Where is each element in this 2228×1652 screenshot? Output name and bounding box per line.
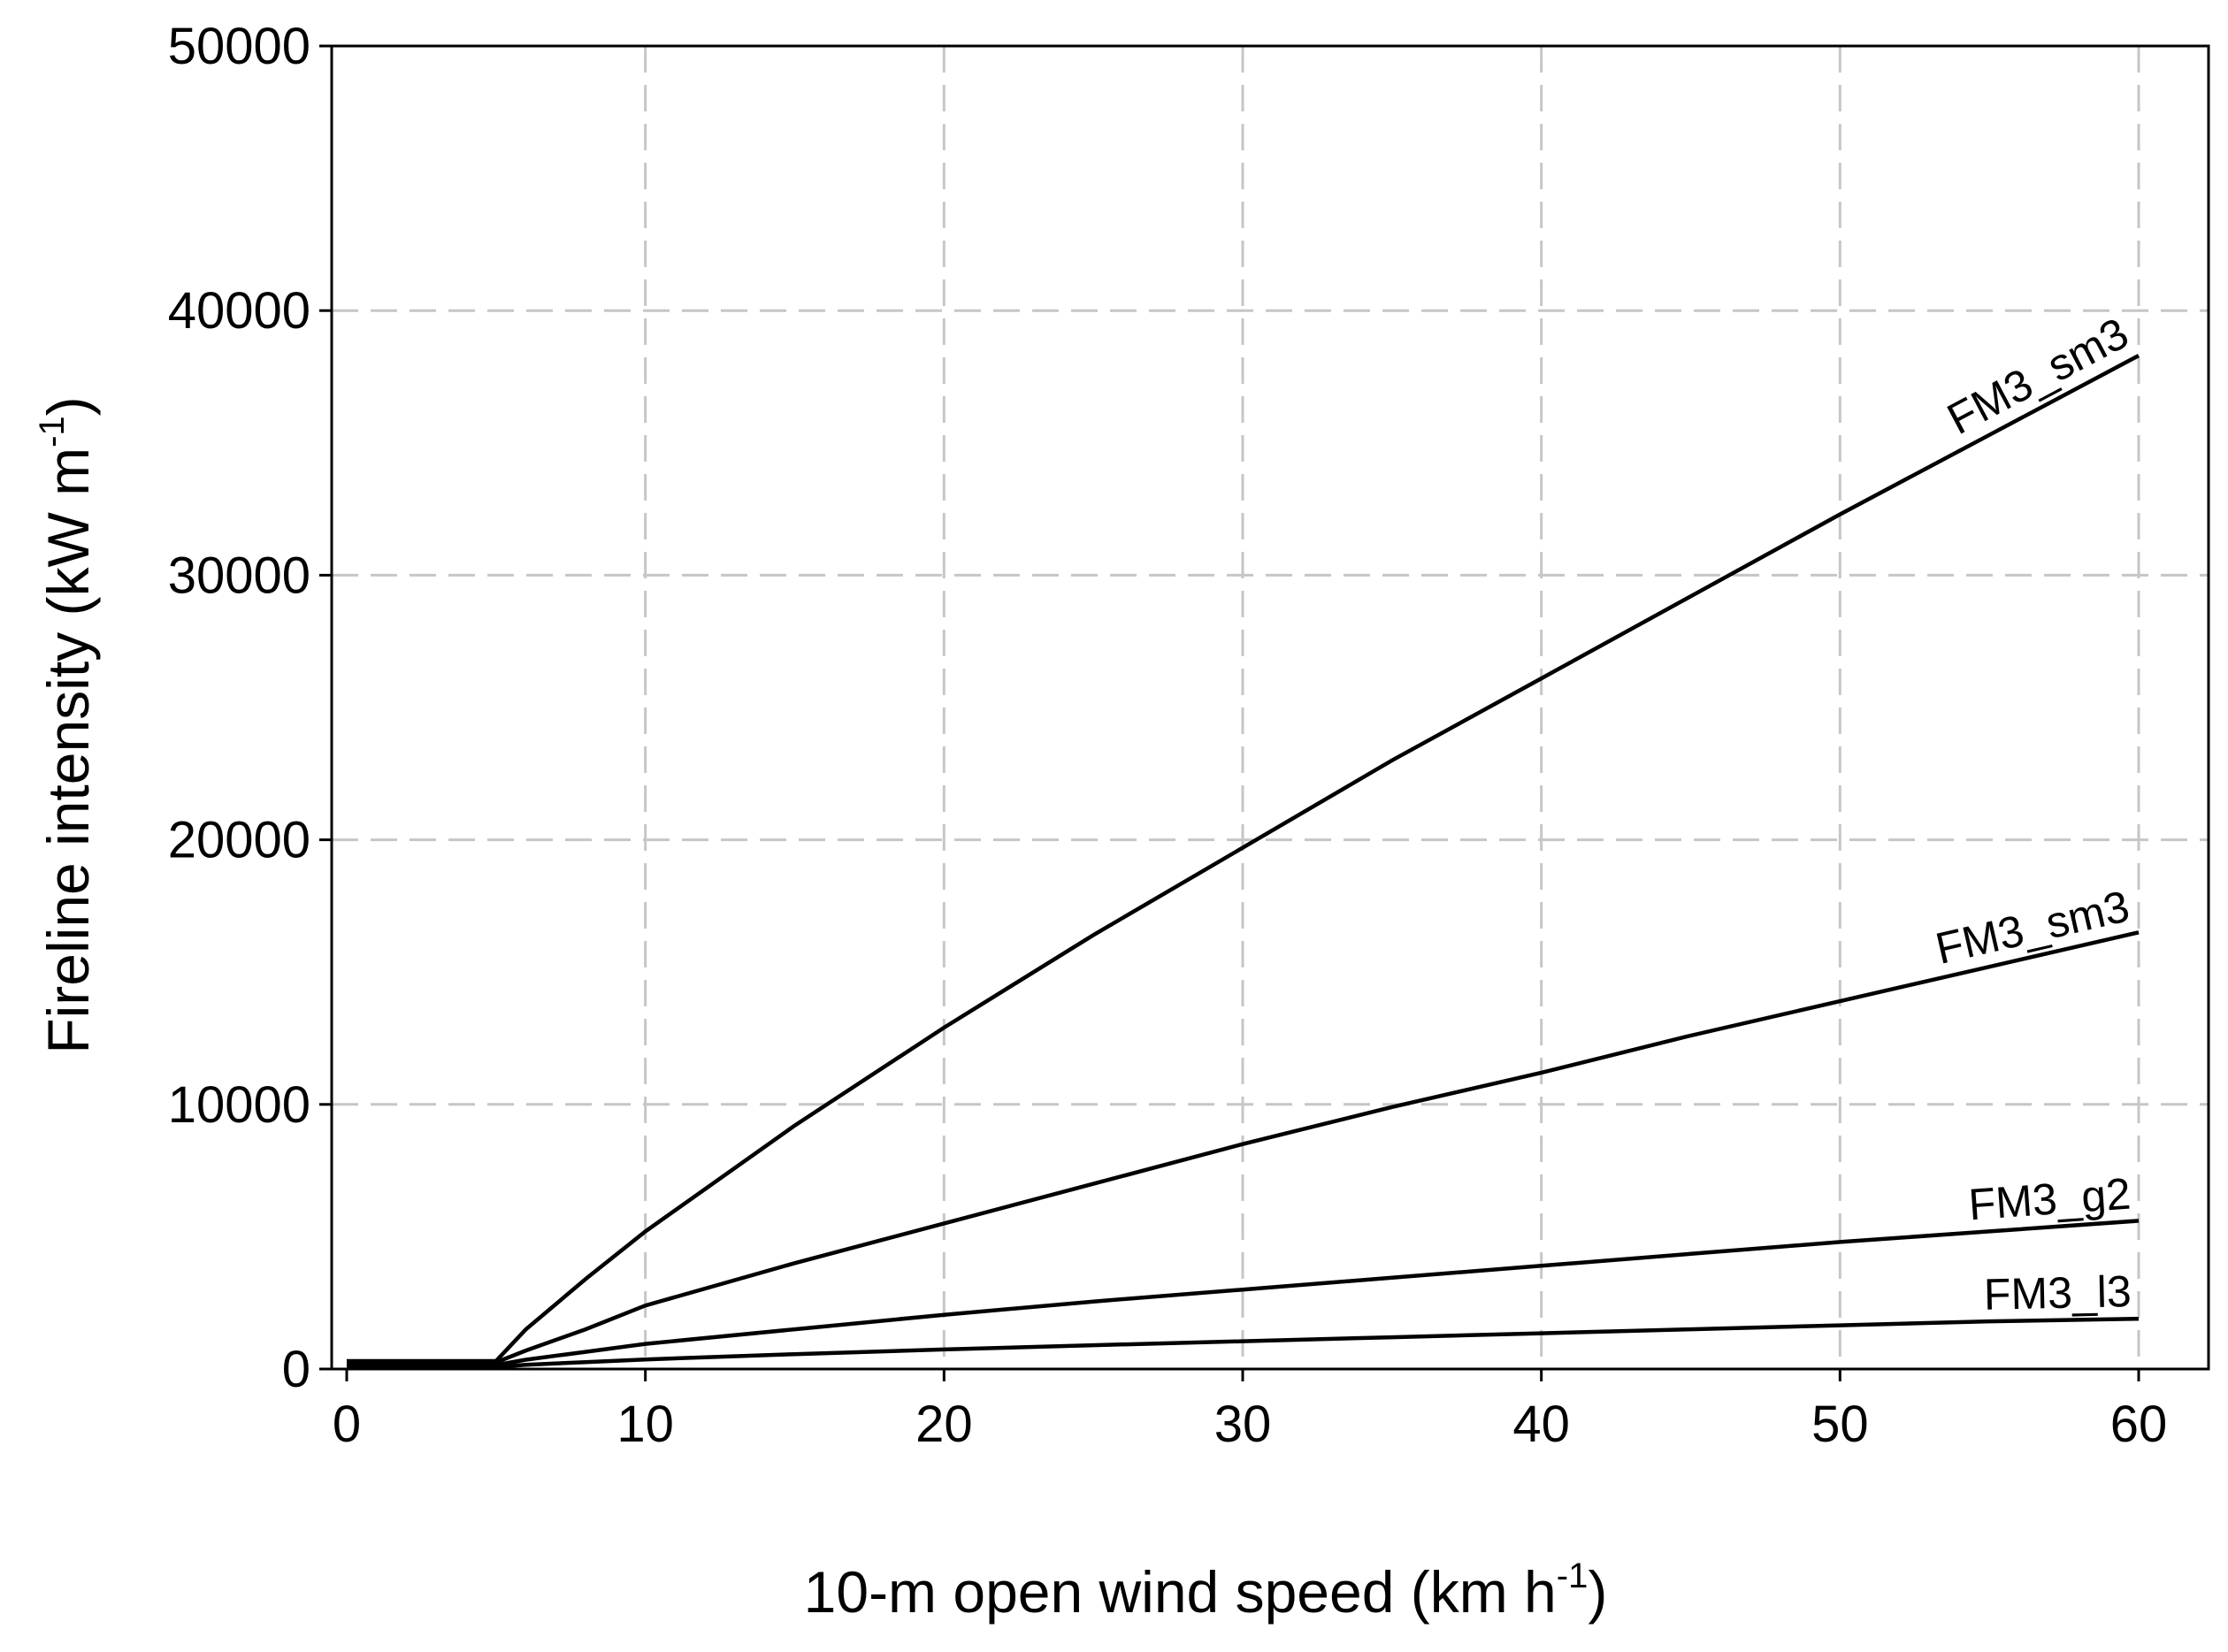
plot-frame [330, 44, 2210, 1371]
y-tick-label: 30000 [168, 547, 310, 604]
x-tick-label: 60 [2110, 1396, 2168, 1453]
grid-lines [332, 46, 2209, 1369]
series-line-2 [347, 930, 2140, 1365]
x-tick-label: 0 [333, 1396, 361, 1453]
x-tick-label: 20 [915, 1396, 973, 1453]
y-axis-title: Fireline intensity (kW m-1) [33, 396, 101, 1053]
series-label-2: FM3_sm3 [1931, 881, 2133, 973]
x-axis-title: 10-m open wind speed (km h-1) [804, 1556, 1608, 1625]
series-label-3: FM3_g2 [1967, 1169, 2132, 1230]
series-label-4: FM3_l3 [1983, 1266, 2132, 1319]
y-tick-label: 50000 [168, 18, 310, 75]
series-line-3 [347, 1219, 2140, 1367]
series-lines [347, 354, 2140, 1369]
y-tick-label: 40000 [168, 282, 310, 340]
x-tick-label: 50 [1811, 1396, 1869, 1453]
series-line-1 [347, 354, 2140, 1364]
axis-ticks: 0 10 20 30 40 50 60 0 10000 20000 30000 40000 50000 [168, 18, 2168, 1453]
x-tick-label: 30 [1214, 1396, 1272, 1453]
series-line-4 [347, 1316, 2140, 1369]
x-tick-label: 10 [616, 1396, 674, 1453]
y-tick-label: 10000 [168, 1076, 310, 1134]
series-labels: FM3_sm3 FM3_sm3 FM3_g2 FM3_l3 [1931, 308, 2136, 1319]
y-tick-label: 20000 [168, 812, 310, 869]
y-tick-label: 0 [282, 1341, 310, 1398]
series-label-1: FM3_sm3 [1940, 308, 2137, 444]
x-tick-label: 40 [1512, 1396, 1570, 1453]
